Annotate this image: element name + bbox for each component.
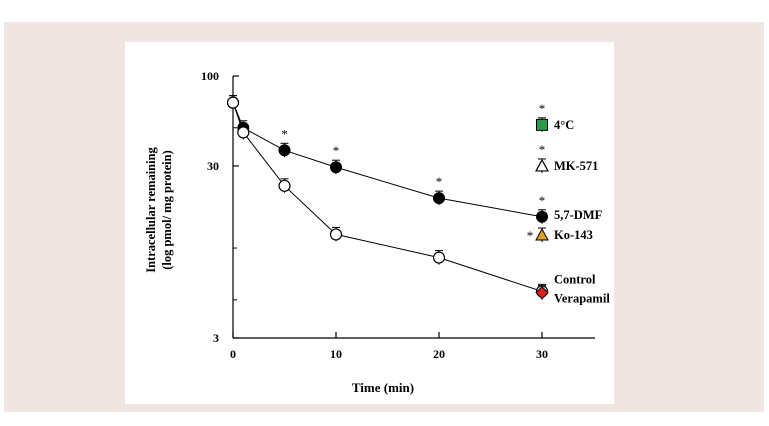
chart-svg: 100 30 3 0 10 20 30 Time (min) Intracellular … bbox=[144, 69, 610, 395]
point-control-3 bbox=[329, 228, 343, 241]
point-control-2 bbox=[278, 179, 291, 192]
significance-star-4-c-0: * bbox=[539, 101, 546, 116]
x-tick-label-30: 30 bbox=[536, 347, 548, 361]
y-ticks: 100 30 3 bbox=[201, 69, 239, 345]
significance-star-5-7-dmf-3: * bbox=[333, 143, 340, 158]
series-label-ko-143: Ko-143 bbox=[554, 228, 593, 242]
point-control-0 bbox=[226, 96, 240, 109]
line-5-7-dmf bbox=[232, 102, 543, 218]
series-label-control: Control bbox=[554, 272, 596, 286]
series-lines bbox=[232, 102, 543, 292]
series-label-mk-571: MK-571 bbox=[554, 159, 598, 173]
point-4-c-0 bbox=[536, 118, 548, 131]
significance-star-5-7-dmf-4: * bbox=[436, 174, 443, 189]
series-labels: 5,7-DMF Control 4°C MK-571 Ko-143 Verapamil bbox=[554, 118, 610, 306]
point-verapamil-0 bbox=[535, 286, 549, 300]
axes bbox=[232, 76, 595, 339]
series-label-5-7-dmf: 5,7-DMF bbox=[554, 208, 603, 222]
y-tick-label-30: 30 bbox=[207, 159, 219, 173]
series-label-verapamil: Verapamil bbox=[554, 292, 610, 306]
point-5-7-dmf-5 bbox=[536, 210, 548, 223]
point-ko-143-0 bbox=[535, 228, 549, 241]
data-markers bbox=[226, 96, 550, 300]
y-axis-label-group: Intracellular remaining (log pmol/ mg pr… bbox=[144, 146, 174, 272]
chart-panel: 100 30 3 0 10 20 30 Time (min) Intracellular … bbox=[125, 42, 614, 404]
x-ticks: 0 10 20 30 bbox=[230, 332, 548, 361]
x-axis-label: Time (min) bbox=[352, 380, 414, 395]
point-5-7-dmf-2 bbox=[278, 144, 291, 157]
significance-star-5-7-dmf-2: * bbox=[281, 126, 288, 141]
significance-marks: * * * * * * * bbox=[281, 101, 545, 243]
point-control-4 bbox=[432, 251, 446, 264]
point-5-7-dmf-3 bbox=[330, 161, 342, 174]
significance-star-5-7-dmf-5: * bbox=[539, 193, 546, 208]
error-bars bbox=[229, 95, 546, 300]
y-axis-label-line-2: (log pmol/ mg protein) bbox=[160, 150, 174, 270]
x-tick-label-0: 0 bbox=[230, 347, 236, 361]
point-mk-571-0 bbox=[534, 158, 550, 172]
y-tick-label-3: 3 bbox=[213, 331, 219, 345]
x-tick-label-10: 10 bbox=[330, 347, 342, 361]
x-tick-label-20: 20 bbox=[433, 347, 445, 361]
point-5-7-dmf-4 bbox=[433, 192, 445, 205]
series-label-4-c: 4°C bbox=[554, 118, 574, 132]
significance-star-ko-143-0: * bbox=[527, 228, 534, 243]
y-tick-label-100: 100 bbox=[201, 69, 219, 83]
significance-star-mk-571-0: * bbox=[539, 142, 546, 157]
point-control-1 bbox=[237, 126, 250, 139]
y-axis-label-line-1: Intracellular remaining bbox=[144, 146, 158, 272]
line-control bbox=[232, 102, 543, 292]
